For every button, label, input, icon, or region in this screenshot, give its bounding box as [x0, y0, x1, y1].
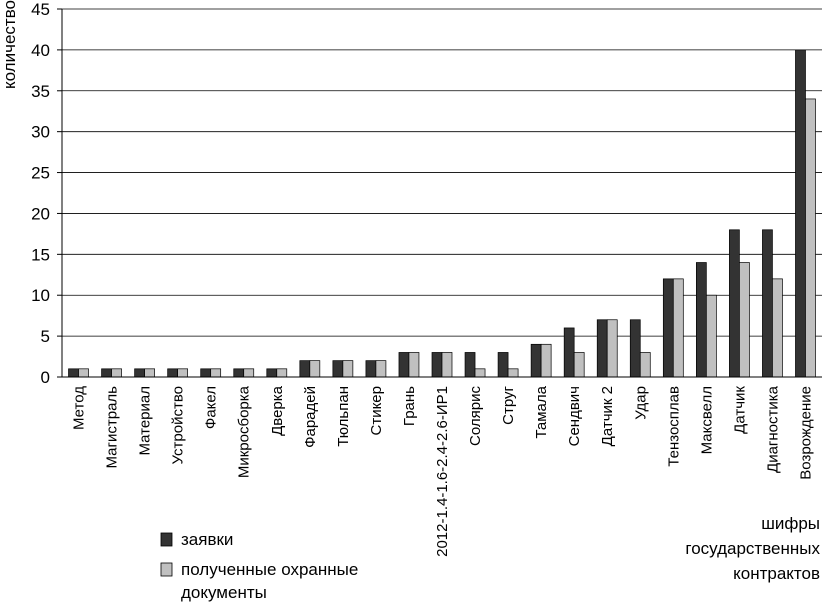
- bar-requests: [365, 360, 377, 378]
- legend-label-documents-line-2: документы: [181, 583, 267, 602]
- x-tick-label: Сендвич: [566, 386, 583, 446]
- bar-documents: [243, 368, 255, 378]
- bar-requests: [266, 368, 278, 378]
- bar-requests: [729, 229, 740, 378]
- y-tick-label: 40: [31, 41, 50, 60]
- x-axis-title-line-3: контрактов: [733, 564, 820, 583]
- bar-documents: [672, 278, 684, 378]
- bar-documents: [276, 368, 288, 378]
- x-tick-label: Удар: [632, 386, 649, 420]
- bars: [68, 49, 816, 378]
- y-tick-label: 15: [31, 245, 50, 264]
- x-tick-label: Датчик: [731, 386, 748, 434]
- bar-requests: [662, 278, 674, 378]
- bar-documents: [805, 98, 816, 378]
- bar-requests: [200, 368, 212, 378]
- x-tick-label: 2012-1.4-1.6-2.4-2.6-ИР1: [434, 386, 451, 557]
- y-tick-label: 35: [31, 82, 50, 101]
- bar-documents: [705, 294, 717, 378]
- x-tick-label: Максвелл: [698, 386, 715, 454]
- bar-documents: [507, 368, 519, 378]
- y-tick-label: 0: [41, 368, 50, 387]
- bar-requests: [233, 368, 245, 378]
- y-tick-label: 5: [41, 327, 50, 346]
- bar-documents: [441, 352, 453, 378]
- bar-documents: [177, 368, 189, 378]
- bar-documents: [772, 278, 783, 378]
- bar-requests: [68, 368, 79, 378]
- bar-requests: [563, 327, 575, 378]
- x-tick-label: Устройство: [170, 386, 187, 464]
- x-axis-title: шифры государственных контрактов: [685, 514, 820, 583]
- x-tick-label: Тамала: [533, 385, 550, 438]
- bar-documents: [210, 368, 222, 378]
- legend-swatch-requests: [160, 532, 173, 547]
- bar-documents: [111, 368, 122, 378]
- x-tick-label: Стикер: [368, 386, 385, 436]
- y-tick-label: 45: [31, 0, 50, 19]
- legend-label-documents-line-1: полученные охранные: [181, 560, 358, 579]
- bar-requests: [596, 319, 608, 378]
- x-axis-title-line-2: государственных: [685, 539, 820, 558]
- x-tick-label: Магистраль: [104, 386, 121, 469]
- bar-requests: [167, 368, 179, 378]
- x-tick-label: Тюльпан: [335, 386, 352, 447]
- bar-documents: [342, 360, 354, 378]
- x-tick-label: Дверка: [269, 385, 286, 436]
- x-tick-label: Возрождение: [797, 386, 814, 480]
- bar-documents: [540, 343, 552, 378]
- x-axis-title-line-1: шифры: [761, 514, 820, 533]
- bar-requests: [629, 319, 641, 378]
- bar-documents: [573, 352, 585, 378]
- x-tick-label: Струг: [500, 385, 517, 424]
- bar-requests: [101, 368, 112, 378]
- y-tick-label: 25: [31, 164, 50, 183]
- bar-requests: [695, 262, 707, 378]
- x-tick-label: Датчик 2: [599, 386, 616, 446]
- x-tick-label: Диагностика: [764, 385, 781, 473]
- bar-documents: [144, 368, 155, 378]
- bar-documents: [78, 368, 89, 378]
- bar-requests: [795, 49, 806, 378]
- x-tick-label: Фарадей: [302, 386, 319, 448]
- bar-requests: [464, 352, 476, 378]
- y-axis: 0 5 10 15 20 25 30 35 40 45: [31, 0, 63, 387]
- y-axis-title: количество: [0, 0, 19, 89]
- x-tick-label: Материал: [137, 386, 154, 456]
- bar-documents: [639, 352, 651, 378]
- bar-requests: [762, 229, 773, 378]
- y-tick-label: 30: [31, 123, 50, 142]
- bar-requests: [497, 352, 509, 378]
- bar-documents: [408, 352, 420, 378]
- legend: заявки полученные охранные документы: [160, 530, 358, 602]
- y-tick-label: 20: [31, 204, 50, 223]
- x-tick-label: Солярис: [467, 386, 484, 446]
- x-tick-label: Микросборка: [236, 385, 253, 478]
- gridlines: [62, 8, 822, 378]
- bar-requests: [332, 360, 344, 378]
- bar-requests: [134, 368, 145, 378]
- bar-documents: [606, 319, 618, 378]
- bar-documents: [474, 368, 486, 378]
- x-tick-label: Тензосплав: [665, 386, 682, 467]
- x-axis: Метод Магистраль Материал Устройство Факел Ми…: [62, 376, 822, 557]
- bar-requests: [299, 360, 311, 378]
- bar-requests: [530, 343, 542, 378]
- x-tick-label: Метод: [71, 386, 88, 430]
- bar-documents: [375, 360, 387, 378]
- bar-documents: [739, 262, 750, 378]
- bar-requests: [398, 352, 410, 378]
- bar-documents: [309, 360, 321, 378]
- bar-requests: [431, 352, 443, 378]
- x-tick-label: Грань: [401, 386, 418, 426]
- legend-label-requests: заявки: [181, 530, 233, 549]
- legend-swatch-documents: [160, 562, 173, 577]
- y-tick-label: 10: [31, 286, 50, 305]
- x-tick-label: Факел: [203, 386, 220, 429]
